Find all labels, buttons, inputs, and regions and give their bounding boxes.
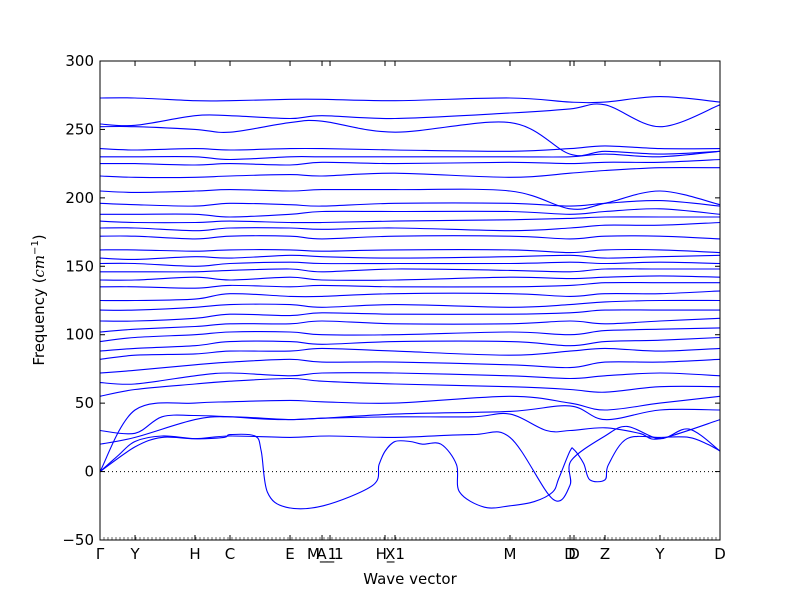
x-tick-label: H xyxy=(189,545,200,563)
band-line-4 xyxy=(100,405,720,435)
x-tick-label: X1 xyxy=(385,545,405,563)
x-tick-label: C xyxy=(225,545,235,563)
band-line-8 xyxy=(100,358,720,374)
band-line-24 xyxy=(100,216,720,224)
x-tick-label: Γ xyxy=(96,545,105,563)
band-line-29 xyxy=(100,158,720,166)
y-tick-label: 200 xyxy=(65,189,94,207)
y-axis-label-prefix: Frequency ( xyxy=(30,278,48,366)
band-line-32 xyxy=(100,119,720,157)
x-tick-label: M_1 xyxy=(307,545,337,564)
band-line-22 xyxy=(100,235,720,240)
band-line-28 xyxy=(100,166,720,179)
band-line-11 xyxy=(100,327,720,343)
phonon-branches xyxy=(100,96,720,510)
band-line-3 xyxy=(100,412,720,445)
band-line-10 xyxy=(100,336,720,352)
x-axis-label: Wave vector xyxy=(363,570,457,588)
band-line-27 xyxy=(100,188,720,210)
band-line-18 xyxy=(100,268,720,273)
band-line-14 xyxy=(100,299,720,311)
y-tick-label: 100 xyxy=(65,326,94,344)
band-line-30 xyxy=(100,150,720,161)
band-line-19 xyxy=(100,261,720,267)
y-tick-label: 50 xyxy=(75,394,94,412)
band-line-9 xyxy=(100,347,720,360)
y-tick-label: 150 xyxy=(65,257,94,275)
y-axis-label-suffix: ) xyxy=(30,234,48,240)
plot-frame xyxy=(99,60,721,541)
x-tick-label: E xyxy=(285,545,294,563)
band-line-33 xyxy=(100,103,720,128)
x-tick-label: Y xyxy=(654,545,665,563)
x-tick-label: A_1 xyxy=(316,545,343,564)
y-axis-label-unit: cm xyxy=(30,255,48,278)
x-tick-label: M xyxy=(504,545,517,563)
x-tick-label: D xyxy=(564,545,576,563)
y-tick-label: 250 xyxy=(65,120,94,138)
band-line-25 xyxy=(100,208,720,218)
x-tick-label: D xyxy=(568,545,580,563)
band-line-7 xyxy=(100,372,720,385)
band-line-5 xyxy=(100,395,720,472)
band-line-23 xyxy=(100,221,720,232)
x-tick-label: D xyxy=(714,545,726,563)
x-tick-label: H_ xyxy=(376,545,395,564)
x-tick-label: Y xyxy=(129,545,140,563)
y-tick-label: −50 xyxy=(62,531,94,549)
band-line-34 xyxy=(100,96,720,104)
band-line-31 xyxy=(100,145,720,152)
band-line-1 xyxy=(100,433,720,510)
x-tick-label: Z xyxy=(600,545,610,563)
y-tick-label: 0 xyxy=(84,463,94,481)
band-line-2 xyxy=(100,425,720,502)
band-line-6 xyxy=(100,377,720,397)
band-line-15 xyxy=(100,290,720,302)
band-line-17 xyxy=(100,275,720,281)
band-line-21 xyxy=(100,248,720,254)
band-line-16 xyxy=(100,281,720,289)
y-axis-label-exponent: −1 xyxy=(30,240,41,255)
band-line-12 xyxy=(100,317,720,333)
y-axis-label: Frequency (cm−1) xyxy=(30,234,48,365)
band-line-20 xyxy=(100,254,720,260)
band-line-13 xyxy=(100,309,720,322)
y-tick-label: 300 xyxy=(65,52,94,70)
